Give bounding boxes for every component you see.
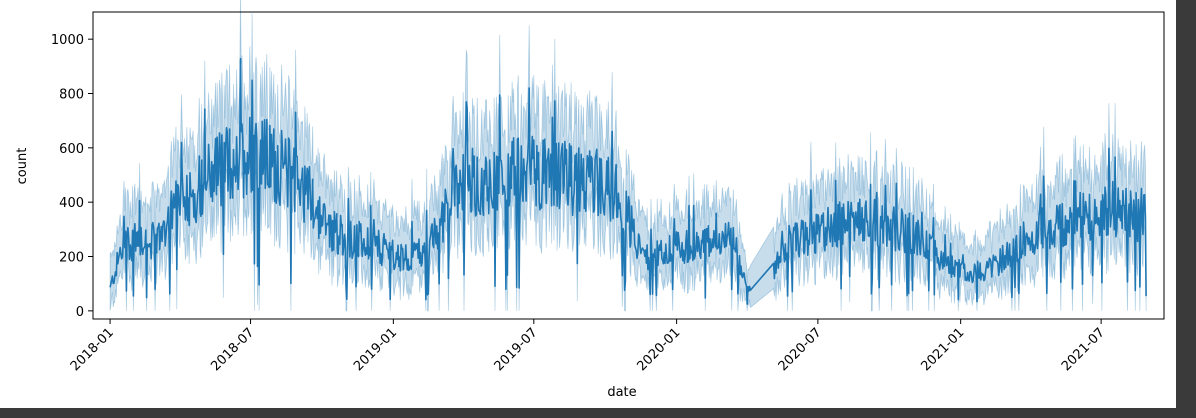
x-tick-label: 2020-07 [776,325,825,374]
x-tick-label: 2021-01 [918,325,967,374]
plot-frame [92,11,1165,320]
y-tick-label: 200 [59,251,84,266]
series-line-layer [109,57,1147,305]
y-tick-label: 600 [59,142,84,157]
series-line [109,57,1147,305]
x-axis: 2018-01 2018-07 2019-01 2019-07 2020-01 2020-… [68,319,1108,374]
y-tick-label: 400 [59,196,84,211]
x-axis-label: date [607,385,636,400]
x-tick-label: 2018-01 [68,325,117,374]
figure-background: 2018-01 2018-07 2019-01 2019-07 2020-01 2020-… [0,0,1176,408]
x-tick-label: 2019-07 [492,325,541,374]
y-tick-label: 800 [59,88,84,103]
x-tick-label: 2020-01 [634,325,683,374]
y-axis-label: count [15,148,30,185]
line-chart: 2018-01 2018-07 2019-01 2019-07 2020-01 2020-… [15,0,1165,400]
y-axis: 0 200 400 600 800 1000 [51,33,93,320]
x-tick-label: 2018-07 [208,325,257,374]
y-tick-label: 0 [76,305,84,320]
x-tick-label: 2019-01 [351,325,400,374]
y-tick-label: 1000 [51,33,84,48]
x-tick-label: 2021-07 [1059,325,1108,374]
